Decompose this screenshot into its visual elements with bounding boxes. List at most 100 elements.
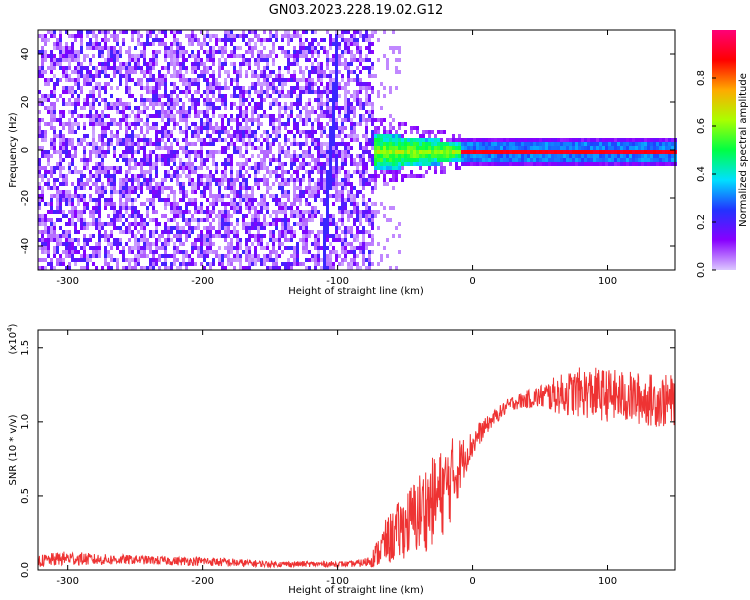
spectrogram-cell bbox=[299, 46, 302, 50]
spectrogram-cell bbox=[368, 110, 371, 114]
spectrogram-cell bbox=[206, 82, 209, 86]
spectrogram-cell bbox=[380, 82, 383, 86]
spectrogram-cell bbox=[623, 138, 626, 142]
spectrogram-cell bbox=[50, 62, 53, 66]
spectrogram-cell bbox=[248, 38, 251, 42]
spectrogram-cell bbox=[176, 138, 179, 142]
spectrogram-cell bbox=[200, 122, 203, 126]
spectrogram-cell bbox=[293, 122, 296, 126]
spectrogram-cell bbox=[356, 154, 359, 158]
spectrogram-cell bbox=[194, 38, 197, 42]
spectrogram-cell bbox=[44, 134, 47, 138]
spectrogram-cell bbox=[98, 54, 101, 58]
spectrogram-cell bbox=[113, 70, 116, 74]
spectrogram-cell bbox=[347, 142, 350, 146]
spectrogram-cell bbox=[59, 226, 62, 230]
spectrogram-cell bbox=[125, 242, 128, 246]
spectrogram-cell bbox=[305, 250, 308, 254]
spectrogram-cell bbox=[239, 198, 242, 202]
spectrogram-cell bbox=[341, 54, 344, 58]
spectrogram-cell bbox=[74, 190, 77, 194]
spectrogram-cell bbox=[329, 126, 332, 130]
spectrogram-cell bbox=[308, 190, 311, 194]
spectrogram-cell bbox=[284, 206, 287, 210]
spectrogram-cell bbox=[179, 30, 182, 34]
spectrogram-cell bbox=[215, 230, 218, 234]
spectrogram-cell bbox=[314, 194, 317, 198]
spectrogram-cell bbox=[611, 146, 614, 150]
spectrogram-cell bbox=[38, 214, 41, 218]
spectrogram-cell bbox=[347, 70, 350, 74]
spectrogram-cell bbox=[224, 58, 227, 62]
spectrogram-cell bbox=[233, 206, 236, 210]
spectrogram-cell bbox=[194, 34, 197, 38]
spectrogram-cell bbox=[101, 130, 104, 134]
spectrogram-cell bbox=[368, 150, 371, 154]
spectrogram-cell bbox=[257, 238, 260, 242]
spectrogram-cell bbox=[545, 146, 548, 150]
spectrogram-cell bbox=[221, 86, 224, 90]
spectrogram-cell bbox=[374, 182, 377, 186]
spectrogram-cell bbox=[329, 242, 332, 246]
spectrogram-cell bbox=[254, 178, 257, 182]
spectrogram-cell bbox=[62, 210, 65, 214]
spectrogram-cell bbox=[221, 118, 224, 122]
spectrogram-cell bbox=[98, 166, 101, 170]
spectrogram-cell bbox=[266, 138, 269, 142]
spectrogram-cell bbox=[311, 254, 314, 258]
spectrogram-cell bbox=[392, 166, 395, 170]
spectrogram-cell bbox=[38, 162, 41, 166]
spectrogram-cell bbox=[89, 38, 92, 42]
spectrogram-cell bbox=[323, 38, 326, 42]
spectrogram-cell bbox=[344, 58, 347, 62]
spectrogram-cell bbox=[218, 38, 221, 42]
spectrogram-cell bbox=[230, 206, 233, 210]
spectrogram-cell bbox=[44, 138, 47, 142]
spectrogram-cell bbox=[365, 246, 368, 250]
spectrogram-cell bbox=[551, 154, 554, 158]
spectrogram-cell bbox=[263, 174, 266, 178]
spectrogram-cell bbox=[104, 202, 107, 206]
spectrogram-cell bbox=[611, 158, 614, 162]
spectrogram-cell bbox=[236, 190, 239, 194]
spectrogram-cell bbox=[89, 94, 92, 98]
spectrogram-cell bbox=[107, 182, 110, 186]
spectrogram-cell bbox=[266, 38, 269, 42]
spectrogram-cell bbox=[344, 150, 347, 154]
spectrogram-cell bbox=[326, 258, 329, 262]
spectrogram-cell bbox=[194, 62, 197, 66]
spectrogram-cell bbox=[203, 190, 206, 194]
spectrogram-cell bbox=[182, 186, 185, 190]
spectrogram-cell bbox=[110, 134, 113, 138]
spectrogram-cell bbox=[278, 74, 281, 78]
spectrogram-cell bbox=[527, 162, 530, 166]
spectrogram-cell bbox=[107, 38, 110, 42]
spectrogram-cell bbox=[164, 186, 167, 190]
spectrogram-cell bbox=[482, 154, 485, 158]
spectrogram-cell bbox=[458, 154, 461, 158]
spectrogram-cell bbox=[338, 114, 341, 118]
spectrogram-cell bbox=[191, 170, 194, 174]
spectrogram-cell bbox=[149, 166, 152, 170]
spectrogram-cell bbox=[563, 162, 566, 166]
spectrogram-cell bbox=[41, 146, 44, 150]
spectrogram-cell bbox=[104, 102, 107, 106]
spectrogram-cell bbox=[122, 62, 125, 66]
spectrogram-cell bbox=[77, 142, 80, 146]
spectrogram-cell bbox=[272, 238, 275, 242]
spectrogram-cell bbox=[59, 242, 62, 246]
spectrogram-cell bbox=[476, 150, 479, 154]
spectrogram-cell bbox=[179, 234, 182, 238]
spectrogram-cell bbox=[335, 34, 338, 38]
spectrogram-cell bbox=[281, 230, 284, 234]
spectrogram-cell bbox=[203, 126, 206, 130]
spectrogram-cell bbox=[98, 94, 101, 98]
spectrogram-cell bbox=[194, 150, 197, 154]
spectrogram-cell bbox=[371, 222, 374, 226]
spectrogram-cell bbox=[404, 154, 407, 158]
spectrogram-cell bbox=[557, 154, 560, 158]
spectrogram-cell bbox=[110, 78, 113, 82]
spectrogram-cell bbox=[335, 230, 338, 234]
spectrogram-cell bbox=[290, 174, 293, 178]
spectrogram-cell bbox=[242, 166, 245, 170]
